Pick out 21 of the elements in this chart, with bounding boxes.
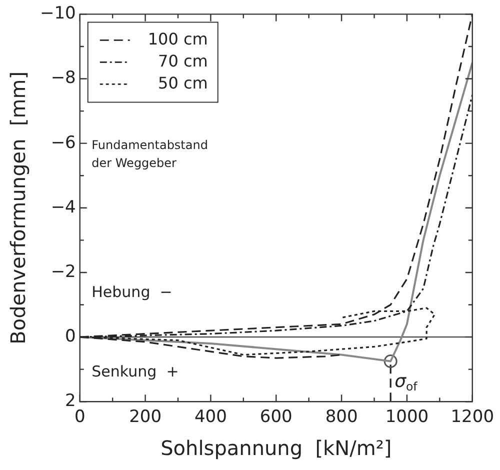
legend-label: 100 cm — [148, 29, 208, 48]
legend-label: 50 cm — [158, 73, 208, 92]
x-tick-label: 600 — [260, 407, 292, 428]
x-axis-title: Sohlspannung [kN/m²] — [160, 436, 392, 460]
x-tick-label: 400 — [194, 407, 227, 428]
y-axis-title: Bodenverformungen [mm] — [6, 71, 30, 344]
x-tick-label: 800 — [325, 407, 358, 428]
y-tick-label: −4 — [50, 197, 76, 218]
legend-label: 70 cm — [158, 51, 208, 70]
y-tick-label: −8 — [50, 68, 76, 88]
x-tick-label: 200 — [129, 407, 162, 428]
y-tick-label: −10 — [40, 4, 76, 24]
annotation: Senkung + — [92, 362, 179, 380]
y-tick-label: 2 — [65, 391, 76, 412]
annotation: Fundamentabstand der Weggeber — [92, 138, 208, 170]
y-tick-label: 0 — [65, 326, 76, 346]
x-tick-label: 1200 — [450, 407, 494, 428]
annotation: Hebung − — [92, 283, 172, 302]
y-tick-label: −6 — [50, 132, 76, 153]
y-tick-label: −2 — [50, 262, 76, 282]
x-tick-label: 1000 — [385, 407, 429, 428]
